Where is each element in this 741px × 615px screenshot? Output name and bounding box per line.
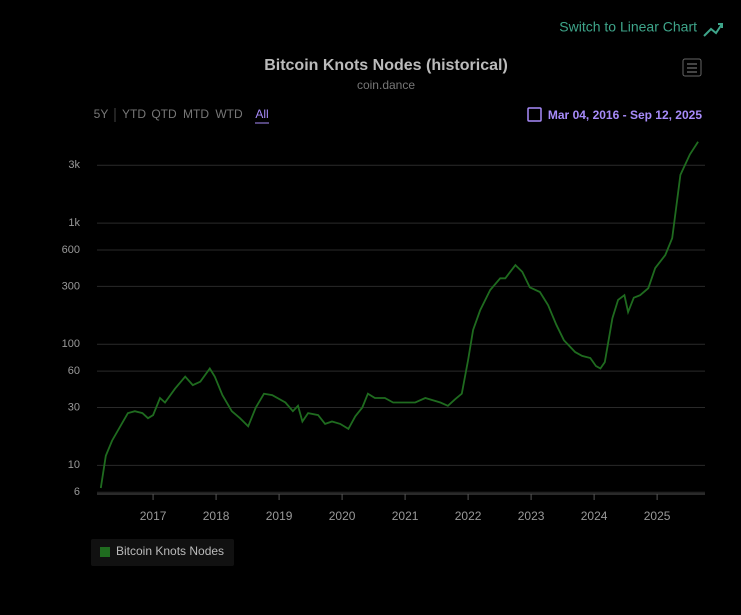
range-button[interactable]: YTD — [122, 107, 146, 121]
y-tick-label: 60 — [68, 365, 80, 377]
y-tick-label: 1k — [68, 217, 80, 229]
x-tick-label: 2022 — [455, 509, 482, 523]
chart-title: Bitcoin Knots Nodes (historical) — [264, 57, 508, 74]
x-tick-label: 2025 — [644, 509, 671, 523]
range-button[interactable]: All — [255, 107, 268, 121]
x-tick-label: 2020 — [329, 509, 356, 523]
y-tick-label: 10 — [68, 459, 80, 471]
x-tick-label: 2021 — [392, 509, 419, 523]
series-line — [99, 141, 699, 489]
switch-icon[interactable] — [703, 23, 723, 37]
y-tick-label: 600 — [62, 244, 80, 256]
x-tick-label: 2017 — [140, 509, 167, 523]
legend-label[interactable]: Bitcoin Knots Nodes — [116, 544, 224, 558]
switch-link[interactable]: Switch to Linear Chart — [559, 19, 697, 35]
x-tick-label: 2023 — [518, 509, 545, 523]
range-button[interactable]: QTD — [151, 107, 177, 121]
y-tick-label: 3k — [68, 159, 80, 171]
x-tick-label: 2019 — [266, 509, 293, 523]
chart-subtitle: coin.dance — [357, 78, 415, 92]
legend-box — [91, 539, 234, 566]
range-button[interactable]: MTD — [183, 107, 209, 121]
y-tick-label: 100 — [62, 338, 80, 350]
range-button[interactable]: 5Y — [94, 107, 109, 121]
menu-button[interactable] — [682, 58, 702, 77]
calendar-icon[interactable] — [527, 107, 542, 122]
y-tick-label: 300 — [62, 280, 80, 292]
range-button[interactable]: WTD — [215, 107, 243, 121]
y-tick-label: 30 — [68, 401, 80, 413]
date-range[interactable]: Mar 04, 2016 - Sep 12, 2025 — [548, 108, 702, 122]
y-tick-label: 6 — [74, 486, 80, 498]
x-tick-label: 2018 — [203, 509, 230, 523]
legend-swatch[interactable] — [100, 547, 110, 557]
x-tick-label: 2024 — [581, 509, 608, 523]
